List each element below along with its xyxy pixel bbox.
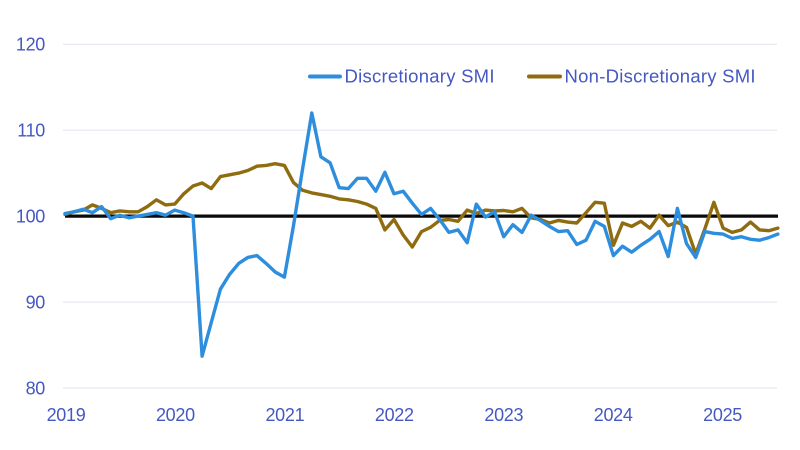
- svg-text:2022: 2022: [375, 405, 414, 425]
- svg-text:Discretionary SMI: Discretionary SMI: [345, 66, 495, 87]
- svg-text:110: 110: [17, 121, 45, 141]
- svg-text:90: 90: [26, 293, 46, 313]
- svg-text:100: 100: [16, 207, 45, 227]
- svg-text:2024: 2024: [594, 405, 633, 425]
- svg-text:80: 80: [26, 378, 46, 398]
- svg-text:2025: 2025: [703, 405, 742, 425]
- svg-text:2019: 2019: [47, 405, 86, 425]
- svg-text:2020: 2020: [156, 405, 195, 425]
- svg-text:2021: 2021: [265, 405, 304, 425]
- svg-text:2023: 2023: [484, 405, 523, 425]
- svg-text:120: 120: [16, 35, 45, 55]
- svg-text:Non-Discretionary SMI: Non-Discretionary SMI: [565, 66, 756, 87]
